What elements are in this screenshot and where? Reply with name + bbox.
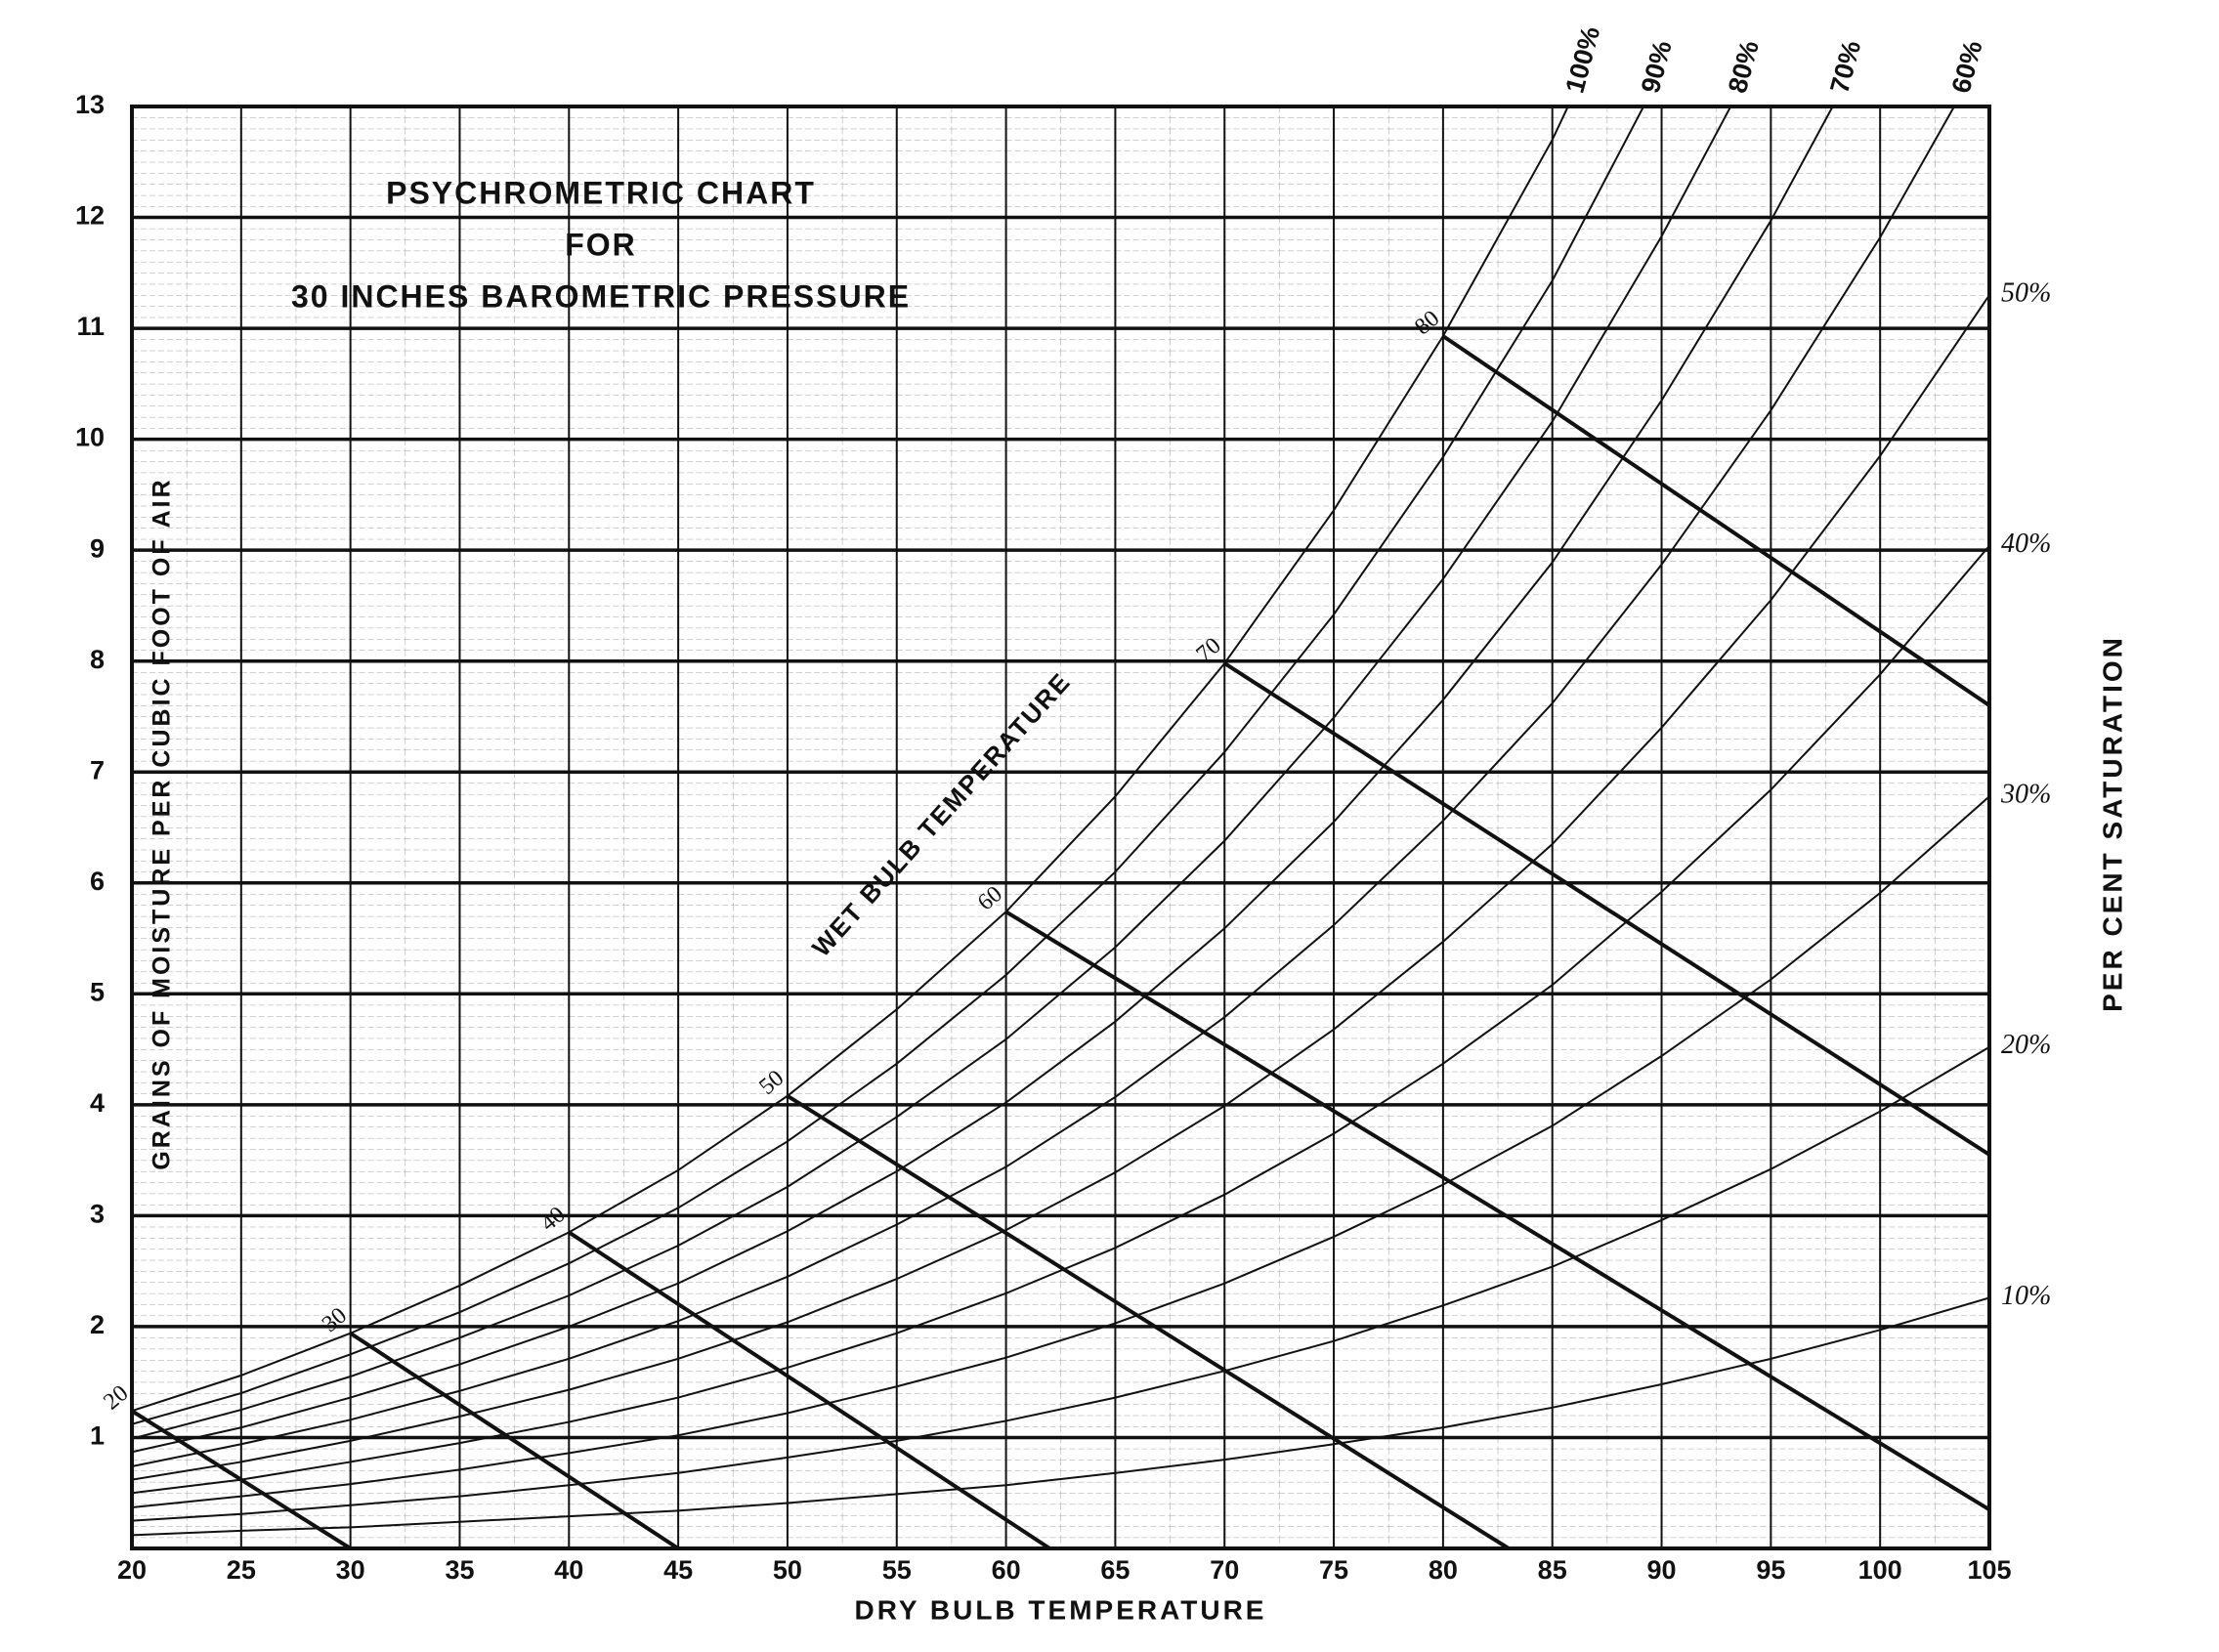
x-tick-label: 50: [773, 1555, 802, 1585]
x-tick-label: 40: [554, 1555, 583, 1585]
saturation-label: 100%: [1559, 23, 1605, 96]
x-tick-label: 45: [663, 1555, 693, 1585]
y-tick-label: 9: [90, 533, 105, 563]
saturation-label: 90%: [1636, 37, 1678, 96]
x-tick-label: 100: [1858, 1555, 1902, 1585]
x-tick-label: 35: [445, 1555, 474, 1585]
y-tick-label: 2: [90, 1310, 105, 1339]
x-tick-label: 70: [1210, 1555, 1239, 1585]
saturation-curve: [132, 795, 1989, 1508]
x-tick-label: 105: [1967, 1555, 2011, 1585]
chart-title: 30 INCHES BAROMETRIC PRESSURE: [291, 278, 911, 314]
saturation-curve: [132, 106, 1732, 1440]
y-tick-label: 5: [90, 977, 105, 1006]
wet-bulb-line: [349, 1332, 680, 1548]
saturation-label: 70%: [1824, 37, 1866, 96]
minor-grid: [132, 106, 1989, 1548]
wet-bulb-line: [132, 1409, 352, 1548]
wet-bulb-line: [1441, 334, 1989, 707]
saturation-curve: [132, 106, 1569, 1413]
saturation-curve: [132, 1296, 1989, 1537]
chart-title: FOR: [565, 227, 637, 262]
saturation-label: 50%: [2001, 277, 2051, 308]
x-tick-label: 65: [1100, 1555, 1130, 1585]
y-tick-label: 3: [90, 1200, 105, 1229]
saturation-curve: [132, 106, 1834, 1454]
y-tick-label: 4: [90, 1088, 105, 1118]
x-tick-label: 95: [1756, 1555, 1785, 1585]
y-tick-label: 7: [90, 755, 105, 784]
saturation-label: 80%: [1723, 37, 1765, 96]
plot-frame: [130, 105, 1991, 1550]
y-tick-label: 8: [90, 645, 105, 674]
x-axis-title: DRY BULB TEMPERATURE: [855, 1594, 1267, 1625]
x-tick-label: 30: [336, 1555, 365, 1585]
saturation-label: 30%: [2000, 780, 2051, 810]
curves: [132, 106, 1989, 1548]
x-tick-label: 20: [117, 1555, 147, 1585]
x-tick-label: 90: [1647, 1555, 1677, 1585]
saturation-label: 10%: [2001, 1281, 2051, 1311]
saturation-curve: [132, 294, 1989, 1481]
x-tick-label: 60: [992, 1555, 1021, 1585]
y-tick-label: 12: [75, 201, 105, 231]
wet-bulb-line: [786, 1094, 1511, 1548]
chart-title: PSYCHROMETRIC CHART: [386, 175, 816, 210]
wet-bulb-line: [1223, 661, 1989, 1157]
saturation-curve: [132, 106, 1956, 1467]
saturation-curve: [132, 1045, 1989, 1522]
saturation-label: 40%: [2001, 529, 2051, 559]
wet-bulb-line: [568, 1230, 1051, 1548]
x-tick-label: 75: [1319, 1555, 1348, 1585]
y-tick-label: 10: [75, 423, 105, 452]
y-axis-title: GRAINS OF MOISTURE PER CUBIC FOOT OF AIR: [149, 477, 176, 1169]
saturation-curve: [132, 544, 1989, 1495]
x-tick-label: 80: [1429, 1555, 1458, 1585]
saturation-label: 20%: [2001, 1030, 2051, 1060]
x-tick-label: 25: [227, 1555, 256, 1585]
saturation-curve: [132, 106, 1645, 1425]
y2-axis-title: PER CENT SATURATION: [2097, 635, 2127, 1012]
y-tick-label: 6: [90, 867, 105, 896]
y-tick-label: 11: [76, 312, 105, 341]
saturation-label: 60%: [1946, 37, 1988, 96]
wet-bulb-line: [1004, 910, 1989, 1511]
x-tick-label: 55: [882, 1555, 912, 1585]
wet-bulb-label: 20: [99, 1380, 133, 1415]
y-tick-label: 1: [90, 1421, 105, 1451]
x-tick-label: 85: [1538, 1555, 1567, 1585]
y-tick-label: 13: [75, 90, 105, 119]
